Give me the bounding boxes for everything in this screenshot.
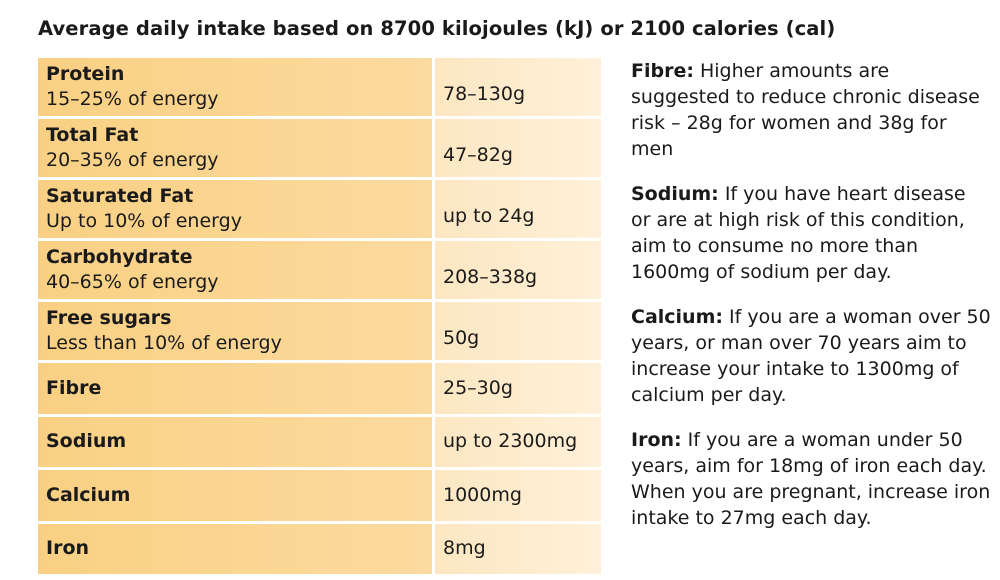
amount-value: up to 24g <box>443 205 535 227</box>
note-text: Higher amounts are suggested to reduce c… <box>631 60 980 160</box>
amount-value: 8mg <box>443 537 486 560</box>
energy-share: 40–65% of energy <box>46 271 219 293</box>
page-title: Average daily intake based on 8700 kiloj… <box>38 17 836 40</box>
nutrient-name: Total Fat <box>46 124 139 146</box>
amount-cell: 8mg <box>435 523 601 574</box>
note-sodium: Sodium: If you have heart disease or are… <box>631 181 991 285</box>
amount-cell: 47–82g <box>435 119 601 177</box>
note-text: If you have heart disease or are at high… <box>631 183 966 283</box>
note-heading: Calcium: <box>631 306 723 328</box>
energy-share: Less than 10% of energy <box>46 332 282 354</box>
amount-cell: 50g <box>435 302 601 360</box>
nutrient-cell: Saturated Fat Up to 10% of energy <box>38 180 435 238</box>
nutrient-name: Saturated Fat <box>46 185 194 207</box>
table-row-total-fat: Total Fat 20–35% of energy 47–82g <box>38 119 601 180</box>
note-heading: Iron: <box>631 429 682 451</box>
note-text: If you are a woman under 50 years, aim f… <box>631 429 991 529</box>
table-row-fibre: Fibre 25–30g <box>38 363 601 417</box>
amount-value: 78–130g <box>443 83 526 105</box>
note-heading: Fibre: <box>631 60 694 82</box>
amount-cell: 78–130g <box>435 58 601 116</box>
table-row-protein: Protein 15–25% of energy 78–130g <box>38 58 601 119</box>
nutrient-name: Fibre <box>46 376 102 399</box>
note-heading: Sodium: <box>631 183 719 205</box>
energy-share: 20–35% of energy <box>46 149 219 171</box>
nutrient-name: Sodium <box>46 430 127 453</box>
table-row-calcium: Calcium 1000mg <box>38 470 601 524</box>
energy-share: Up to 10% of energy <box>46 210 242 232</box>
nutrient-name: Iron <box>46 537 90 560</box>
amount-cell: 208–338g <box>435 241 601 299</box>
nutrient-cell: Protein 15–25% of energy <box>38 58 435 116</box>
nutrient-cell: Sodium <box>38 416 435 467</box>
table-row-iron: Iron 8mg <box>38 523 601 577</box>
nutrient-cell: Free sugars Less than 10% of energy <box>38 302 435 360</box>
nutrient-cell: Calcium <box>38 470 435 521</box>
nutrient-cell: Total Fat 20–35% of energy <box>38 119 435 177</box>
nutrient-name: Carbohydrate <box>46 246 193 268</box>
energy-share: 15–25% of energy <box>46 88 219 110</box>
table-row-sodium: Sodium up to 2300mg <box>38 416 601 470</box>
amount-value: 208–338g <box>443 266 538 288</box>
nutrient-cell: Iron <box>38 523 435 574</box>
amount-cell: up to 2300mg <box>435 416 601 467</box>
intake-table: Protein 15–25% of energy 78–130g Total F… <box>38 58 601 577</box>
nutrient-name: Calcium <box>46 483 131 506</box>
notes-panel: Fibre: Higher amounts are suggested to r… <box>631 58 991 531</box>
amount-value: 47–82g <box>443 144 513 166</box>
nutrient-cell: Fibre <box>38 363 435 414</box>
amount-cell: 1000mg <box>435 470 601 521</box>
table-row-free-sugars: Free sugars Less than 10% of energy 50g <box>38 302 601 363</box>
amount-value: up to 2300mg <box>443 430 578 453</box>
amount-cell: 25–30g <box>435 363 601 414</box>
note-fibre: Fibre: Higher amounts are suggested to r… <box>631 58 991 162</box>
note-text: If you are a woman over 50 years, or man… <box>631 306 991 406</box>
table-row-saturated-fat: Saturated Fat Up to 10% of energy up to … <box>38 180 601 241</box>
note-calcium: Calcium: If you are a woman over 50 year… <box>631 304 991 408</box>
amount-value: 50g <box>443 327 480 349</box>
nutrient-name: Free sugars <box>46 307 172 329</box>
note-iron: Iron: If you are a woman under 50 years,… <box>631 427 991 531</box>
amount-value: 1000mg <box>443 483 522 506</box>
nutrient-cell: Carbohydrate 40–65% of energy <box>38 241 435 299</box>
table-row-carbohydrate: Carbohydrate 40–65% of energy 208–338g <box>38 241 601 302</box>
nutrient-name: Protein <box>46 63 125 85</box>
amount-cell: up to 24g <box>435 180 601 238</box>
amount-value: 25–30g <box>443 376 513 399</box>
